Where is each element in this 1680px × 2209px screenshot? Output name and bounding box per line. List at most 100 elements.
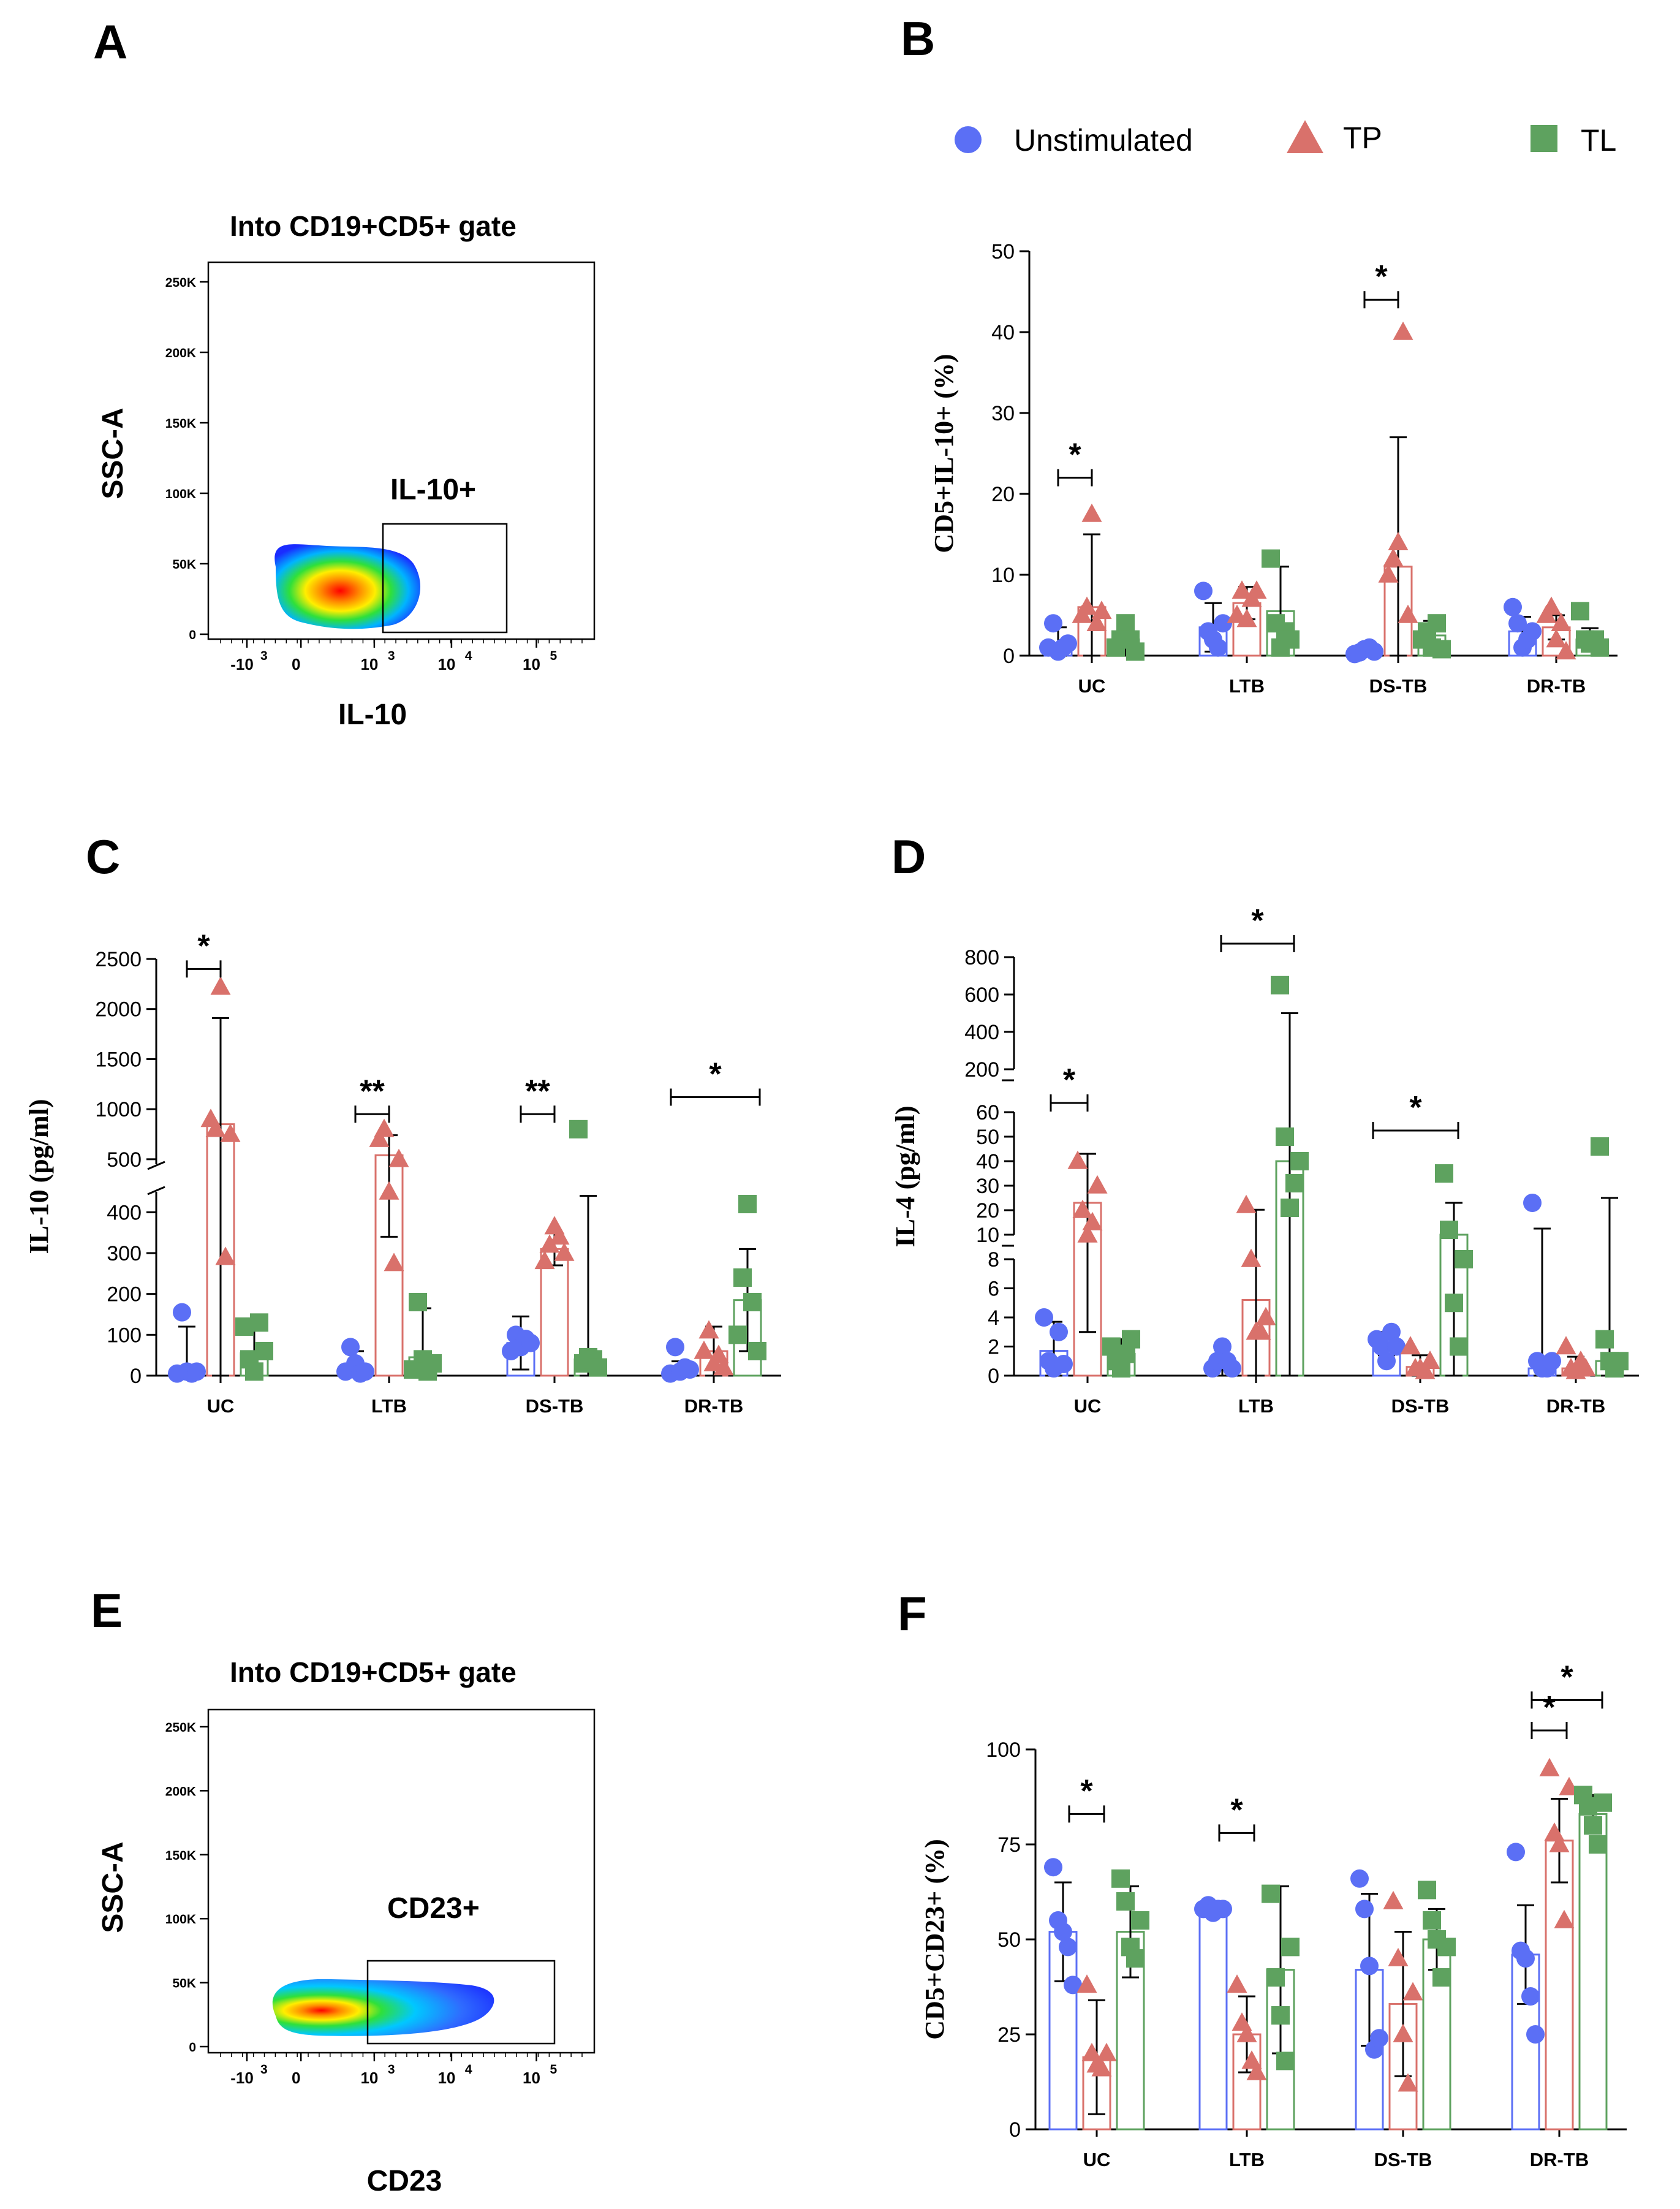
- tl-point: [1591, 638, 1609, 657]
- tp-point: [1236, 608, 1257, 627]
- legend: Unstimulated TP TL: [955, 120, 1616, 157]
- unstimulated-point: [1044, 1858, 1062, 1877]
- flow-xtick-label: 10: [360, 655, 378, 673]
- tp-point: [698, 1320, 719, 1339]
- flow-a-title: Into CD19+CD5+ gate: [230, 210, 516, 242]
- tl-point: [1610, 1352, 1629, 1371]
- flow-ytick-label: 200K: [165, 1784, 196, 1798]
- tp-point: [1246, 580, 1267, 599]
- panel-label-c: C: [86, 830, 120, 884]
- flow-e-yticks: 250K 200K 150K 100K 50K 0: [165, 1721, 208, 2055]
- y-tick-label: 800: [964, 946, 999, 969]
- y-tick-label: 25: [997, 2023, 1021, 2047]
- y-tick-label: 60: [976, 1101, 999, 1124]
- flow-xtick-label: -10: [230, 655, 254, 673]
- tl-point: [1589, 1835, 1607, 1854]
- unstimulated-point: [1054, 1355, 1073, 1373]
- chart-c: 0 100 200 300 400 500 1000 1500 2000 2500 IL-10 (p…: [24, 928, 781, 1417]
- tp-point: [1554, 1909, 1575, 1928]
- category-label: DS-TB: [1391, 1395, 1450, 1417]
- category-label: LTB: [1229, 2149, 1265, 2170]
- tp-point: [388, 1148, 409, 1167]
- category-label: DR-TB: [1546, 1395, 1605, 1417]
- tp-point: [1383, 1890, 1404, 1909]
- y-tick-label: 1000: [95, 1098, 142, 1121]
- tp-point: [369, 1128, 390, 1147]
- tp-point: [1067, 1150, 1088, 1169]
- category-label: DR-TB: [1530, 2149, 1589, 2170]
- tl-point: [1435, 1164, 1453, 1183]
- flow-panel-a: Into CD19+CD5+ gate SSC-A IL-10 250K 200K…: [97, 210, 596, 731]
- y-tick-label: 50: [976, 1126, 999, 1149]
- flow-xtick-label: 0: [292, 655, 300, 673]
- flow-e-gate-label: CD23+: [387, 1892, 480, 1925]
- significance-label: *: [197, 928, 210, 964]
- category-label: DR-TB: [684, 1395, 743, 1417]
- tp-point: [1388, 1947, 1409, 1966]
- flow-xtick-label: 10: [523, 655, 540, 673]
- unstimulated-point: [1059, 1938, 1077, 1957]
- tl-point: [733, 1268, 752, 1287]
- y-tick-label: 400: [964, 1021, 999, 1044]
- flow-xtick-exponent: 5: [550, 2063, 558, 2077]
- y-tick-label: 0: [130, 1365, 142, 1388]
- tl-point: [1126, 642, 1145, 661]
- bar: [1198, 1908, 1228, 2131]
- significance-label: *: [1063, 1063, 1076, 1098]
- tl-point: [1432, 640, 1451, 659]
- unstimulated-point: [1508, 614, 1527, 633]
- flow-xtick-exponent: 3: [388, 2063, 395, 2077]
- flow-xtick-exponent: 4: [465, 2063, 472, 2077]
- tl-point: [1262, 1884, 1280, 1903]
- significance-label: **: [360, 1074, 385, 1109]
- legend-tl-label: TL: [1581, 123, 1616, 157]
- tl-point: [1285, 1174, 1304, 1192]
- tl-point: [589, 1358, 607, 1377]
- y-tick-label: 8: [988, 1248, 999, 1271]
- unstimulated-point: [1370, 2029, 1388, 2048]
- unstimulated-point: [1064, 1976, 1082, 1995]
- y-tick-label: 20: [991, 483, 1015, 506]
- unstimulated-point: [1372, 1337, 1391, 1356]
- tl-point: [1122, 1330, 1140, 1349]
- tp-point: [694, 1340, 714, 1359]
- category-label: DR-TB: [1527, 675, 1586, 697]
- tp-point: [1549, 1833, 1570, 1852]
- y-tick-label: 4: [988, 1306, 999, 1330]
- unstimulated-point: [666, 1338, 684, 1357]
- tp-point: [1398, 604, 1418, 623]
- category-label: LTB: [1229, 675, 1265, 697]
- tp-point: [1091, 2058, 1112, 2077]
- tl-point: [748, 1342, 766, 1360]
- flow-xtick-label: -10: [230, 2069, 254, 2087]
- tp-point: [374, 1118, 395, 1137]
- flow-ytick-label: 250K: [165, 276, 196, 290]
- bar: [1578, 1813, 1608, 2131]
- flow-a-gate: [382, 523, 508, 634]
- flow-xtick-exponent: 3: [260, 2063, 268, 2077]
- tp-point: [1072, 1199, 1093, 1218]
- tl-point: [1432, 1968, 1451, 1987]
- tp-point: [1091, 601, 1112, 620]
- unstimulated-point: [1223, 1359, 1241, 1378]
- significance-label: **: [525, 1074, 550, 1109]
- legend-tp-label: TP: [1343, 121, 1382, 155]
- category-label: DS-TB: [1374, 2149, 1432, 2170]
- tl-point: [1423, 1911, 1441, 1930]
- tp-point: [1388, 531, 1409, 550]
- unstimulated-point: [1360, 1957, 1379, 1976]
- significance-label: *: [709, 1057, 722, 1093]
- tl-point: [1437, 1938, 1456, 1957]
- flow-ytick-label: 100K: [165, 487, 196, 501]
- tp-point: [554, 1242, 575, 1261]
- category-label: LTB: [371, 1395, 407, 1417]
- tl-point: [1116, 614, 1135, 633]
- tp-point: [1076, 596, 1097, 615]
- y-tick-label: 2500: [95, 948, 142, 971]
- flow-e-ylabel: SSC-A: [97, 1841, 129, 1933]
- tp-point: [1539, 1757, 1560, 1776]
- tl-point: [1290, 1152, 1309, 1170]
